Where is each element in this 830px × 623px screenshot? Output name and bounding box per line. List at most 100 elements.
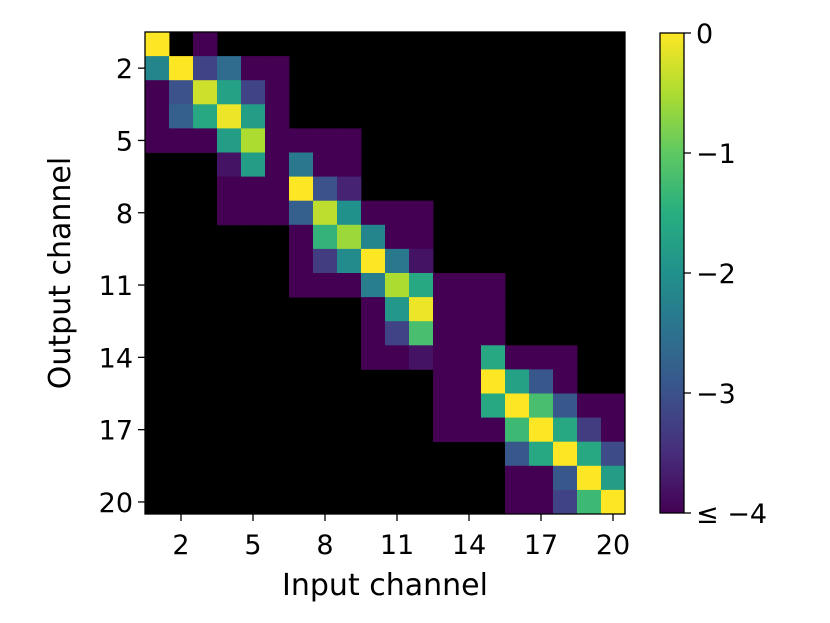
heatmap-cell — [409, 321, 434, 346]
heatmap-cell — [505, 393, 530, 418]
heatmap-cell — [337, 200, 362, 226]
heatmap-cell — [481, 369, 506, 394]
heatmap-cell — [313, 224, 338, 250]
heatmap-cell — [553, 393, 578, 418]
heatmap-cell — [481, 417, 506, 443]
heatmap-cell — [553, 417, 578, 443]
y-tick-label: 2 — [116, 54, 133, 85]
y-axis-label: Output channel — [43, 157, 78, 389]
heatmap-cell — [313, 200, 338, 226]
heatmap-cell — [529, 417, 554, 443]
heatmap-cell — [433, 417, 458, 443]
heatmap-cell — [385, 248, 410, 274]
heatmap-cell — [289, 200, 314, 226]
heatmap-cell — [577, 417, 602, 443]
heatmap-cell — [529, 393, 554, 418]
heatmap-cell — [409, 248, 434, 274]
heatmap-cell — [409, 345, 434, 370]
heatmap-cell — [265, 104, 290, 129]
y-axis-ticks: 2 5 8 11 14 17 20 — [99, 54, 145, 519]
heatmap-cell — [313, 152, 338, 177]
heatmap-cell — [313, 273, 338, 298]
heatmap-cell — [553, 489, 578, 515]
heatmap-cell — [385, 224, 410, 250]
heatmap-cell — [433, 393, 458, 418]
heatmap-cell — [385, 297, 410, 322]
heatmap-cell — [193, 32, 218, 57]
heatmap-cell — [241, 56, 266, 81]
heatmap-cell — [313, 128, 338, 153]
heatmap-cell — [169, 104, 194, 129]
heatmap-cell — [169, 128, 194, 153]
heatmap-cell — [289, 176, 314, 202]
heatmap-cell — [265, 200, 290, 226]
heatmap-cell — [361, 297, 386, 322]
heatmap-cell — [385, 200, 410, 226]
heatmap-cell — [457, 297, 482, 322]
heatmap-cell — [241, 152, 266, 177]
y-tick-label: 5 — [116, 126, 133, 157]
heatmap-cell — [217, 80, 242, 105]
heatmap-cell — [481, 321, 506, 346]
heatmap-cell — [457, 369, 482, 394]
heatmap-cell — [481, 345, 506, 370]
heatmap-cell — [265, 56, 290, 81]
heatmap-cell — [505, 345, 530, 370]
heatmap-cell — [601, 441, 626, 467]
heatmap-cell — [577, 465, 602, 491]
heatmap-cell — [337, 248, 362, 274]
heatmap-cell — [313, 248, 338, 274]
heatmap-cell — [145, 104, 170, 129]
y-tick-label: 17 — [99, 416, 133, 447]
heatmap-cell — [241, 200, 266, 226]
heatmap-cell — [601, 417, 626, 443]
heatmap-cell — [505, 417, 530, 443]
colorbar-tick-label: ≤ −4 — [696, 499, 767, 530]
heatmap-cell — [433, 297, 458, 322]
heatmap-cell — [241, 176, 266, 202]
heatmap-cell — [337, 224, 362, 250]
heatmap-cell — [361, 224, 386, 250]
heatmap-cell — [529, 465, 554, 491]
y-tick-label: 14 — [99, 343, 133, 374]
heatmap-cell — [409, 273, 434, 298]
heatmap-cell — [145, 32, 170, 57]
heatmap-cell — [505, 441, 530, 467]
x-tick-label: 20 — [596, 530, 630, 561]
heatmap-cell — [409, 297, 434, 322]
x-tick-label: 5 — [244, 530, 261, 561]
colorbar: 0 −1 −2 −3 ≤ −4 — [659, 19, 767, 530]
colorbar-tick-label: −3 — [696, 379, 736, 410]
heatmap-cell — [577, 441, 602, 467]
heatmap-cell — [361, 248, 386, 274]
colorbar-tick-label: −1 — [696, 139, 736, 170]
heatmap-cell — [217, 176, 242, 202]
heatmap-cell — [361, 321, 386, 346]
heatmap-cell — [265, 128, 290, 153]
heatmap-cell — [241, 80, 266, 105]
x-axis-ticks: 2 5 8 11 14 17 20 — [172, 514, 630, 561]
heatmap-cell — [577, 393, 602, 418]
heatmap-cell — [457, 345, 482, 370]
heatmap-cell — [313, 176, 338, 202]
plot-area — [144, 31, 626, 515]
heatmap-cell — [145, 56, 170, 81]
heatmap-cell — [457, 393, 482, 418]
heatmap-cell — [433, 369, 458, 394]
heatmap-cell — [265, 176, 290, 202]
x-tick-label: 14 — [452, 530, 486, 561]
heatmap-cell — [553, 369, 578, 394]
heatmap-cell — [289, 128, 314, 153]
heatmap-cell — [265, 152, 290, 177]
colorbar-tick-label: 0 — [696, 19, 713, 50]
heatmap-cell — [553, 345, 578, 370]
heatmap-cell — [169, 56, 194, 81]
heatmap-cell — [337, 176, 362, 202]
heatmap-cell — [457, 417, 482, 443]
heatmap-cell — [385, 273, 410, 298]
heatmap-cell — [337, 152, 362, 177]
heatmap-cell — [553, 465, 578, 491]
heatmap-cell — [217, 200, 242, 226]
heatmap-cell — [265, 80, 290, 105]
heatmap-cell — [601, 393, 626, 418]
